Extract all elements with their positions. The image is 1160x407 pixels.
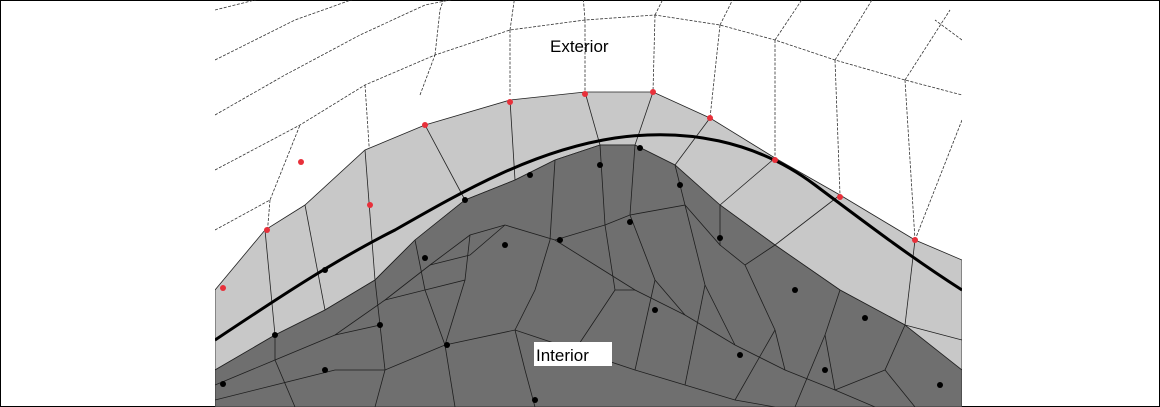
- interior-label-bg: [534, 342, 612, 366]
- interior-grid: [215, 144, 962, 407]
- interior-label: Interior: [536, 346, 589, 365]
- mesh-svg: Exterior Interior: [215, 0, 962, 407]
- boundary-curve: [215, 133, 962, 342]
- mesh-diagram: Exterior Interior: [215, 0, 962, 407]
- interior-nodes: [220, 145, 943, 403]
- exterior-nodes: [220, 89, 918, 291]
- exterior-label: Exterior: [550, 37, 609, 56]
- boundary-layer-lines: [264, 91, 916, 336]
